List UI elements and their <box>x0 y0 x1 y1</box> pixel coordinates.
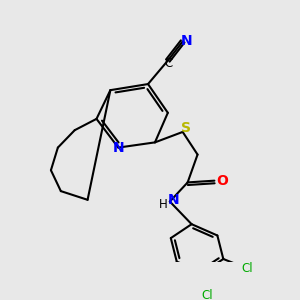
Text: Cl: Cl <box>242 262 254 275</box>
Text: N: N <box>112 141 124 154</box>
Text: Cl: Cl <box>202 290 214 300</box>
Text: S: S <box>181 122 191 135</box>
Text: N: N <box>181 34 193 48</box>
Text: N: N <box>168 193 180 207</box>
Text: O: O <box>216 174 228 188</box>
Text: H: H <box>158 198 167 211</box>
Text: C: C <box>165 57 173 70</box>
